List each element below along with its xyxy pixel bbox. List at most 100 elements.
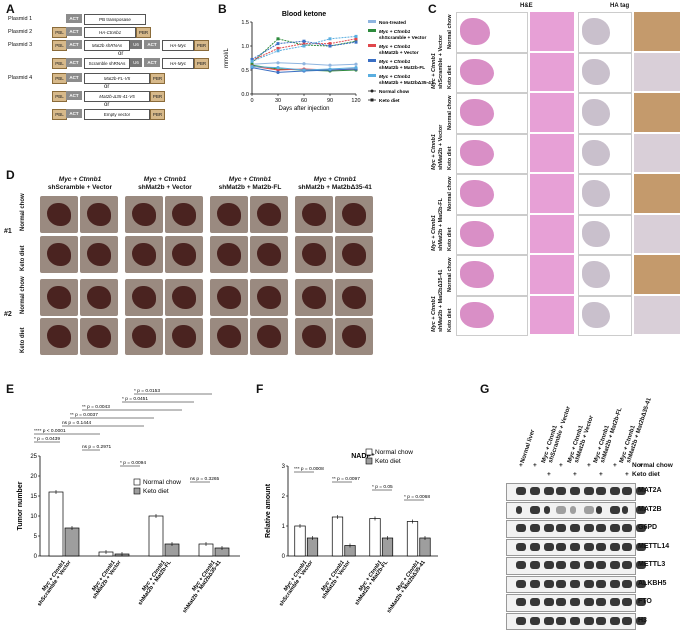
blot-band [622, 524, 632, 532]
normal-chow-label: Normal chow [632, 462, 673, 469]
legend-label: Normal chow [143, 479, 181, 486]
bar [406, 521, 419, 557]
x-tick-label: 60 [301, 98, 307, 104]
significance-label: * p = 0.0439 [34, 436, 60, 442]
blot-band [556, 542, 566, 551]
data-point [276, 37, 280, 41]
ctnnb1-gene: HA-Ctnnb1 [84, 27, 136, 38]
liver-photo [165, 318, 203, 355]
blot-band [556, 598, 566, 606]
plasmid-4-name: Plasmid 4 [8, 75, 33, 81]
shrna-segment: Mat2b shRNAs [84, 40, 130, 51]
y-tick-label: 2 [282, 494, 286, 500]
he-overview-tissue [460, 58, 494, 85]
pbr-element: PBR [194, 40, 209, 51]
x-category-label-line2: shScramble + Vector [278, 559, 315, 608]
blot-band [622, 487, 632, 495]
significance-label: * p = 0.0153 [134, 388, 160, 394]
blot-band [622, 579, 632, 588]
y-tick-label: 0 [34, 554, 38, 560]
chart-title: NADP⁺ [351, 453, 375, 460]
or-label: or [104, 102, 110, 108]
blot-band [596, 616, 606, 625]
ha-overview-tissue [582, 180, 610, 207]
blot-band [570, 616, 580, 625]
he-zoom-image [530, 295, 574, 334]
blot-band [516, 524, 526, 532]
group-label: Myc + Ctnnb1 shMat2b + Vector [431, 125, 445, 170]
blot-band [636, 579, 646, 588]
ha-zoom-image [634, 295, 680, 334]
group-label: Myc + Ctnnb1 shMat2b + Mat2bΔ35-41 [431, 270, 445, 333]
blot-band [596, 561, 606, 569]
liver-photo [250, 318, 288, 355]
blot-band [622, 561, 632, 569]
blot-band [516, 561, 526, 569]
blot-band [544, 524, 554, 532]
diet-label: Normal chow [20, 276, 26, 314]
liver-photo [165, 236, 203, 273]
pbl-element: PBL [52, 58, 67, 69]
normal-chow-mark: + [613, 462, 617, 469]
y-tick-label: 20 [30, 474, 37, 480]
liver-photo [80, 279, 118, 316]
group-label-line1: Myc + Ctnnb1 [431, 134, 437, 170]
legend-label-line2: shMat2b + Mat2bΔ35-41 [379, 80, 434, 86]
ha-zoom-image [634, 214, 680, 253]
y-tick-label: 0.0 [241, 92, 249, 98]
pbl-element: PBL [52, 73, 67, 84]
ha-overview-tissue [582, 261, 610, 288]
blot-band [636, 524, 646, 532]
lane-group-label: Normal liver [520, 429, 537, 464]
protein-label: MAT2A [638, 487, 662, 494]
normal-chow-mark: + [519, 462, 523, 469]
data-point [250, 57, 254, 61]
data-point [276, 68, 280, 72]
liver-photo [80, 196, 118, 233]
ha-overview-tissue [582, 301, 610, 328]
liver-photo [40, 236, 78, 273]
significance-label: * p = 0.0094 [120, 460, 146, 466]
he-zoom-image [530, 214, 574, 253]
blot-band [584, 598, 594, 606]
keto-diet-mark: + [573, 471, 577, 478]
keto-diet-mark: + [599, 471, 603, 478]
legend-swatch [365, 457, 373, 465]
x-tick-label: 30 [275, 98, 281, 104]
data-point [302, 42, 306, 46]
bar [294, 525, 306, 557]
pbr-element: PBR [150, 91, 165, 102]
x-category-label-line2: shMat2b + Mat2bΔ35-41 [386, 560, 427, 615]
ha-zoom-image [634, 133, 680, 172]
act-promoter: ACT [66, 73, 82, 82]
he-zoom-image [530, 174, 574, 213]
blot-band [570, 487, 580, 495]
blot-band [596, 505, 602, 514]
y-tick-label: 3 [282, 464, 286, 470]
blot-band [610, 505, 620, 514]
blot-band [544, 505, 550, 514]
liver-photo [125, 196, 163, 233]
data-point [302, 39, 306, 43]
data-point [328, 42, 332, 46]
data-point [276, 61, 280, 65]
significance-label: ** p = 0.0043 [82, 404, 110, 410]
act-promoter: ACT [66, 27, 82, 36]
liver-photo [40, 196, 78, 233]
act-promoter: ACT [66, 109, 82, 118]
legend-swatch [133, 478, 141, 486]
group-title-line2: shMat2b + Mat2b-FL [218, 184, 282, 191]
blot-band [636, 598, 646, 606]
pbl-element: PBL [52, 109, 67, 120]
diet-label: Keto diet [447, 65, 453, 89]
group-label-line2: shMat2b + Vector [438, 124, 444, 170]
y-tick-label: 0.5 [241, 68, 249, 74]
legend-label: Keto diet [375, 458, 401, 465]
y-axis-label: mmol/L [224, 48, 230, 68]
blot-band [516, 505, 522, 514]
blot-band [570, 505, 576, 514]
panel-label-e: E [6, 382, 15, 396]
legend-label: Keto diet [143, 488, 169, 495]
data-point [328, 44, 332, 48]
